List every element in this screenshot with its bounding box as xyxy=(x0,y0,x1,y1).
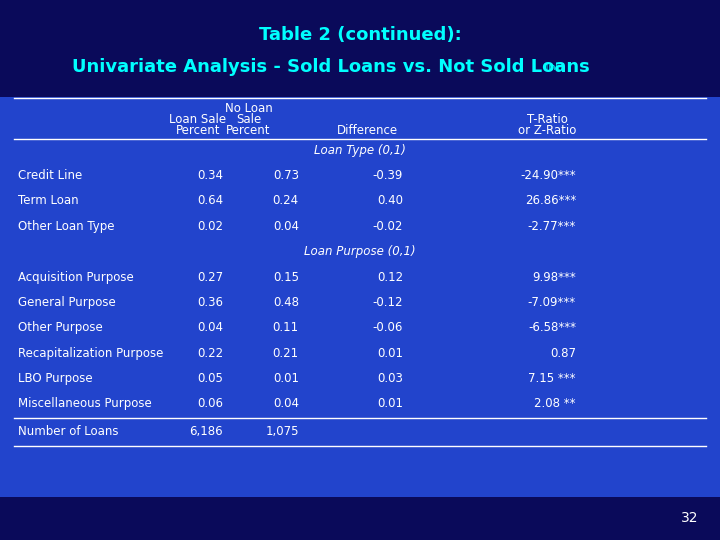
Text: Credit Line: Credit Line xyxy=(18,169,82,182)
Text: 0.48: 0.48 xyxy=(273,296,299,309)
Text: Univariate Analysis - Sold Loans vs. Not Sold Loans: Univariate Analysis - Sold Loans vs. Not… xyxy=(72,58,590,77)
Text: 0.12: 0.12 xyxy=(377,271,403,284)
Text: 0.04: 0.04 xyxy=(273,397,299,410)
Text: Table 2 (continued):: Table 2 (continued): xyxy=(258,26,462,44)
Text: -24.90***: -24.90*** xyxy=(521,169,576,182)
Text: 0.06: 0.06 xyxy=(197,397,223,410)
Text: Other Purpose: Other Purpose xyxy=(18,321,103,334)
Text: 0.34: 0.34 xyxy=(197,169,223,182)
Text: 0.01: 0.01 xyxy=(273,372,299,385)
Text: 9.98***: 9.98*** xyxy=(532,271,576,284)
Text: No Loan: No Loan xyxy=(225,102,272,114)
Text: General Purpose: General Purpose xyxy=(18,296,116,309)
Text: 0.40: 0.40 xyxy=(377,194,403,207)
Text: 0.15: 0.15 xyxy=(273,271,299,284)
Bar xyxy=(0,497,720,540)
Text: 0.04: 0.04 xyxy=(273,220,299,233)
Text: Acquisition Purpose: Acquisition Purpose xyxy=(18,271,134,284)
Text: 6,186: 6,186 xyxy=(189,426,223,438)
Text: 0.36: 0.36 xyxy=(197,296,223,309)
Text: 0.01: 0.01 xyxy=(377,347,403,360)
Text: Loan Purpose (0,1): Loan Purpose (0,1) xyxy=(304,245,416,258)
Text: 0.21: 0.21 xyxy=(273,347,299,360)
Text: 0.22: 0.22 xyxy=(197,347,223,360)
Text: 0.01: 0.01 xyxy=(377,397,403,410)
Text: Loan Sale: Loan Sale xyxy=(169,113,227,126)
Text: 0.04: 0.04 xyxy=(197,321,223,334)
Text: 0.02: 0.02 xyxy=(197,220,223,233)
Text: 2.08 **: 2.08 ** xyxy=(534,397,576,410)
Text: -0.02: -0.02 xyxy=(373,220,403,233)
Text: Sale: Sale xyxy=(235,113,261,126)
Bar xyxy=(0,0,720,97)
Text: (link): (link) xyxy=(544,63,564,72)
Text: 0.24: 0.24 xyxy=(273,194,299,207)
Text: -7.09***: -7.09*** xyxy=(528,296,576,309)
Text: 0.87: 0.87 xyxy=(550,347,576,360)
Text: or Z-Ratio: or Z-Ratio xyxy=(518,124,577,137)
Text: Loan Type (0,1): Loan Type (0,1) xyxy=(314,144,406,157)
Text: 0.11: 0.11 xyxy=(273,321,299,334)
Text: -0.12: -0.12 xyxy=(373,296,403,309)
Text: -2.77***: -2.77*** xyxy=(528,220,576,233)
Text: -0.39: -0.39 xyxy=(373,169,403,182)
Text: Other Loan Type: Other Loan Type xyxy=(18,220,114,233)
Text: Term Loan: Term Loan xyxy=(18,194,78,207)
Text: -0.06: -0.06 xyxy=(373,321,403,334)
Text: 26.86***: 26.86*** xyxy=(525,194,576,207)
Text: 0.73: 0.73 xyxy=(273,169,299,182)
Text: Recapitalization Purpose: Recapitalization Purpose xyxy=(18,347,163,360)
Text: -6.58***: -6.58*** xyxy=(528,321,576,334)
Text: Percent: Percent xyxy=(176,124,220,137)
Text: Number of Loans: Number of Loans xyxy=(18,426,119,438)
Text: Percent: Percent xyxy=(226,124,271,137)
Text: 0.03: 0.03 xyxy=(377,372,403,385)
Text: Miscellaneous Purpose: Miscellaneous Purpose xyxy=(18,397,152,410)
Text: 1,075: 1,075 xyxy=(265,426,299,438)
Text: 0.64: 0.64 xyxy=(197,194,223,207)
Text: T-Ratio: T-Ratio xyxy=(527,113,567,126)
Text: 7.15 ***: 7.15 *** xyxy=(528,372,576,385)
Text: 0.27: 0.27 xyxy=(197,271,223,284)
Text: 0.05: 0.05 xyxy=(197,372,223,385)
Text: LBO Purpose: LBO Purpose xyxy=(18,372,93,385)
Text: 32: 32 xyxy=(681,511,698,525)
Text: Difference: Difference xyxy=(337,124,397,137)
